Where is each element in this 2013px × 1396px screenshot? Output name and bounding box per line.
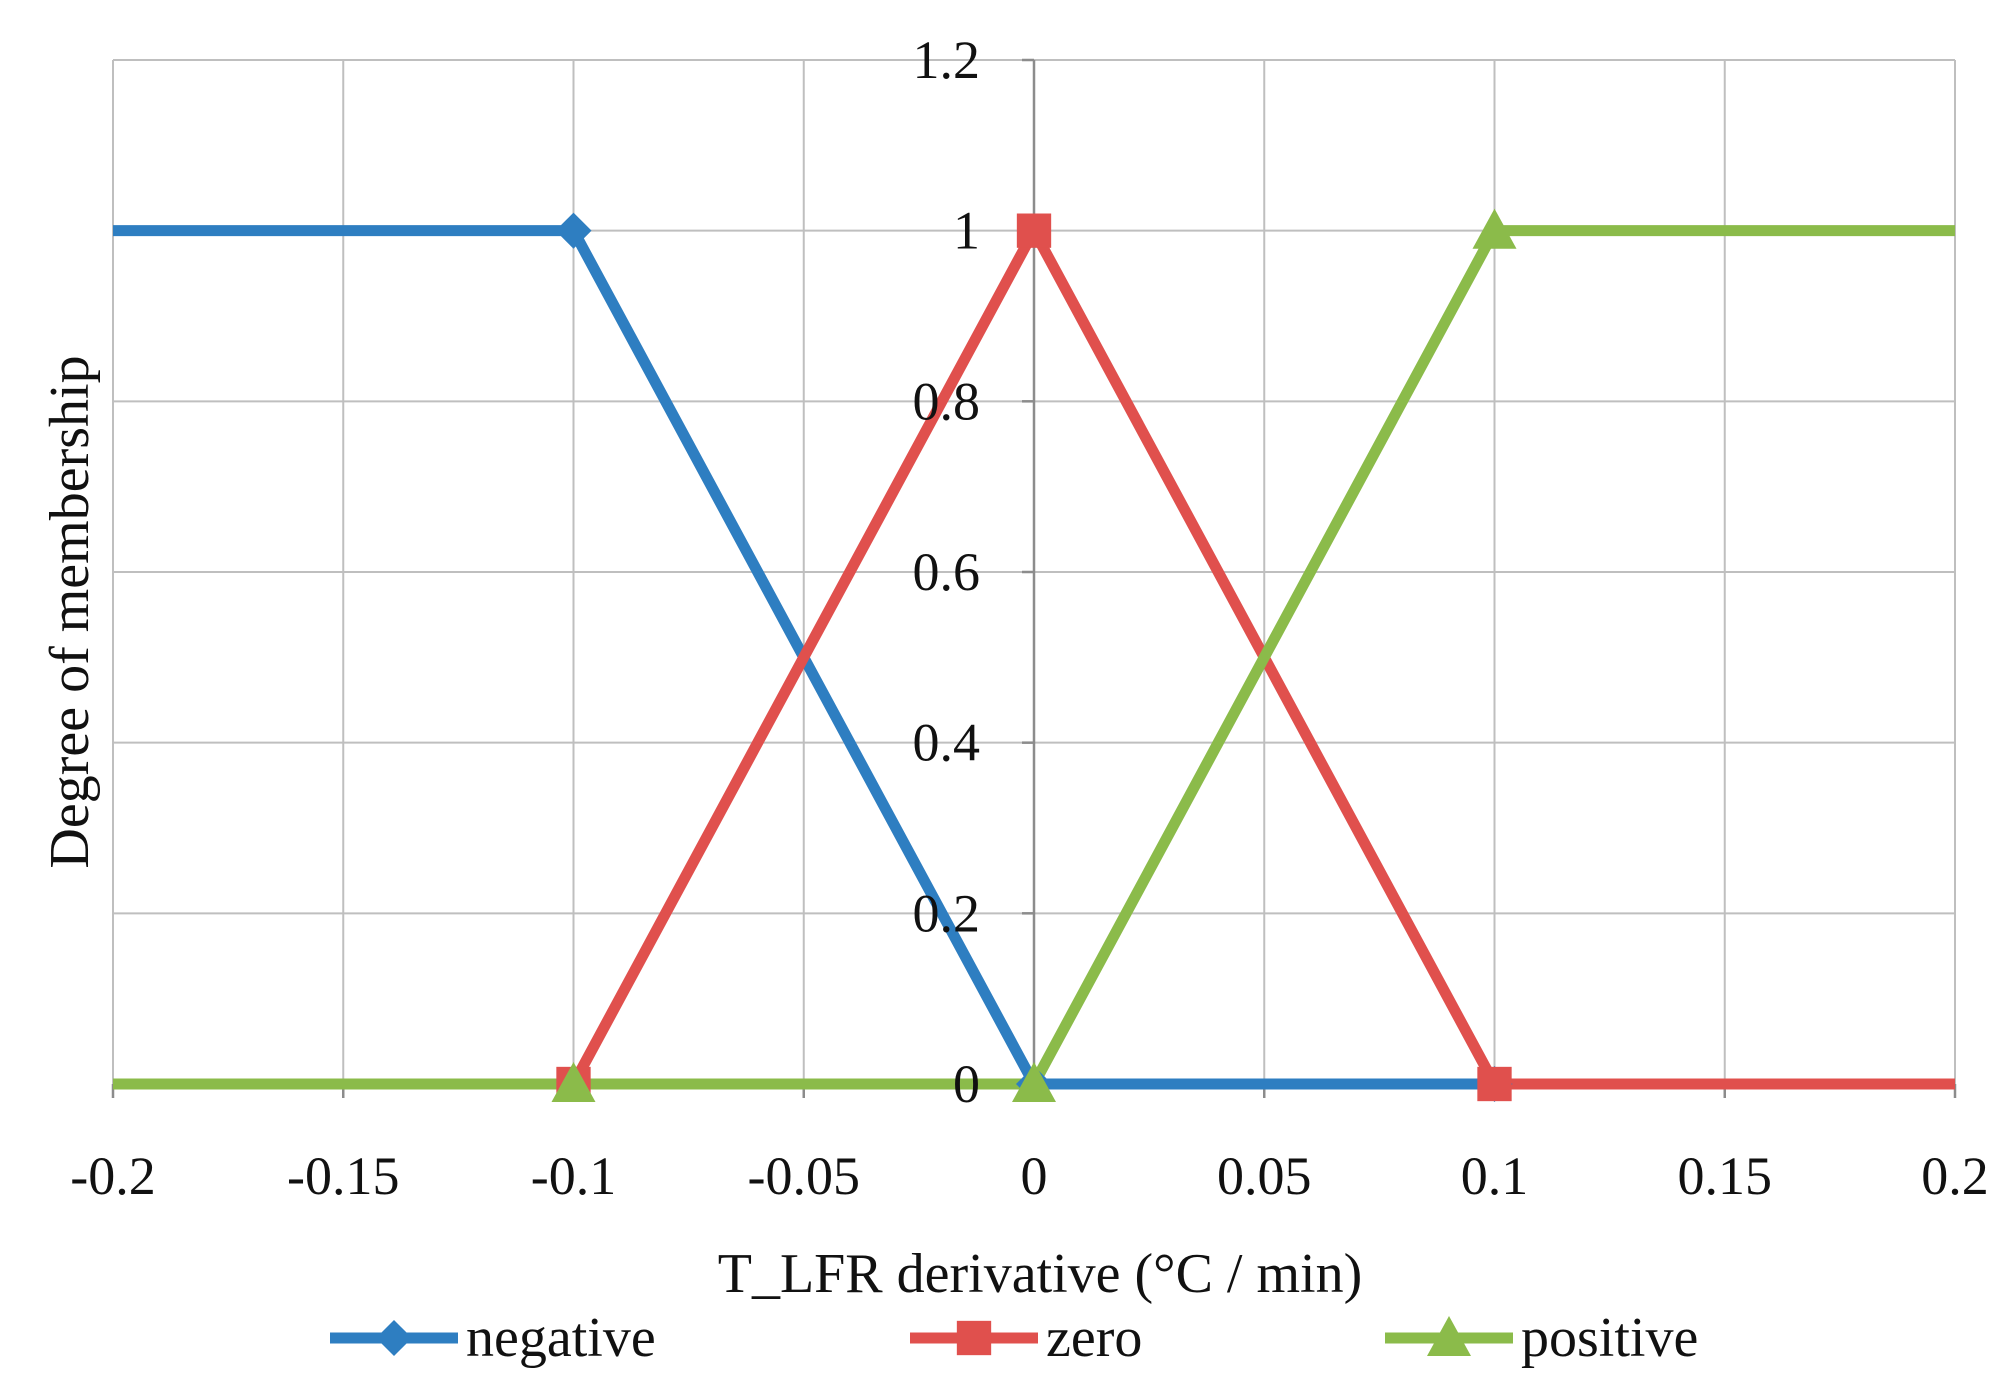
x-tick-label-5: 0.05 [1217, 1146, 1312, 1206]
x-tick-label-3: -0.05 [748, 1146, 860, 1206]
y-tick-label-2: 0.4 [913, 713, 981, 773]
x-axis-title: T_LFR derivative (°C / min) [718, 1243, 1363, 1305]
legend-label-zero: zero [1046, 1307, 1142, 1369]
x-tick-label-4: 0 [1021, 1146, 1048, 1206]
marker-negative-0 [555, 212, 592, 249]
y-tick-label-0: 0 [953, 1054, 980, 1114]
x-tick-label-6: 0.1 [1461, 1146, 1529, 1206]
legend-item-negative: negative [330, 1307, 656, 1369]
x-tick-label-8: 0.2 [1921, 1146, 1989, 1206]
y-tick-label-3: 0.6 [913, 542, 981, 602]
legend: negative zero positive [330, 1307, 1698, 1369]
legend-label-negative: negative [466, 1307, 656, 1369]
legend-item-zero: zero [910, 1307, 1142, 1369]
legend-marker-negative [375, 1319, 413, 1357]
marker-zero-2 [1477, 1066, 1512, 1102]
legend-marker-positive [1427, 1316, 1471, 1357]
legend-marker-zero [956, 1320, 992, 1356]
marker-positive-2 [1472, 208, 1517, 249]
legend-item-positive: positive [1385, 1307, 1698, 1369]
y-tick-label-1: 0.2 [913, 883, 981, 943]
y-axis-title: Degree of membership [39, 355, 101, 868]
series-markers-positive [551, 208, 1517, 1103]
marker-positive-1 [1012, 1062, 1056, 1103]
series-layer [113, 208, 1955, 1103]
x-tick-label-7: 0.15 [1678, 1146, 1773, 1206]
marker-zero-1 [1016, 213, 1052, 248]
y-tick-label-6: 1.2 [913, 30, 981, 90]
x-tick-label-2: -0.1 [531, 1146, 616, 1206]
legend-label-positive: positive [1521, 1307, 1698, 1369]
y-tick-label-4: 0.8 [913, 371, 981, 431]
marker-positive-0 [551, 1062, 596, 1103]
tick-labels: -0.2 -0.15 -0.1 -0.05 0 0.05 0.1 0.15 0.2 0 0.2 0.4… [70, 30, 1988, 1206]
x-tick-label-1: -0.15 [287, 1146, 399, 1206]
y-tick-label-5: 1 [953, 201, 980, 261]
x-tick-label-0: -0.2 [70, 1146, 155, 1206]
